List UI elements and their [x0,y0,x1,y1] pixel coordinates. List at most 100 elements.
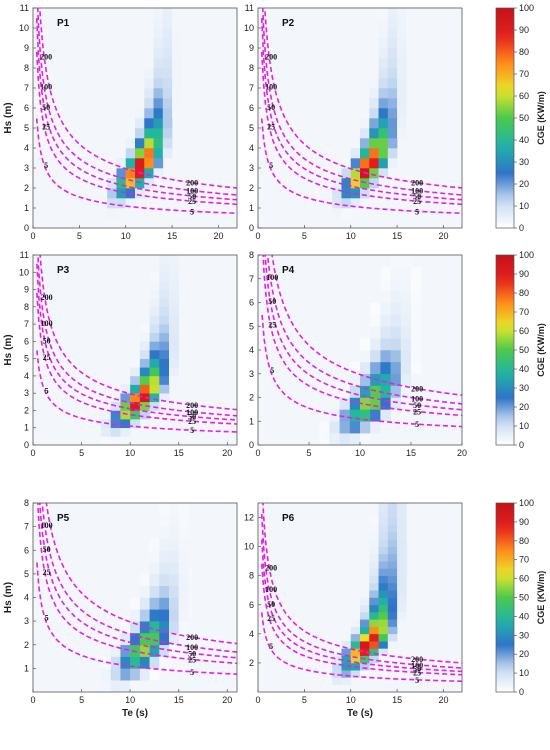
heatmap-cell [397,510,407,518]
heatmap-cell [341,662,352,671]
heatmap-cell [370,350,381,363]
heatmap-cell [387,532,398,540]
x-axis-label: Te (s) [122,708,148,719]
y-tick-label: 3 [24,616,29,626]
heatmap-cell [411,338,422,351]
heatmap-cell [178,621,189,634]
heatmap-cell [349,397,361,410]
contour-200 [39,255,237,411]
heatmap-cell [159,332,170,342]
colorbar-tick-label: 20 [519,402,529,412]
contour-label: 50 [188,192,196,201]
colorbar-tick-label: 30 [519,383,529,393]
contour-label: 5 [415,676,419,685]
heatmap-cell [360,604,370,613]
y-tick-label: 2 [249,183,254,193]
heatmap-cell [130,680,141,692]
heatmap-cell [110,427,121,437]
heatmap-cell [169,562,180,575]
x-tick-label: 10 [346,231,356,241]
heatmap-cell [397,561,407,569]
heatmap-cell [397,604,407,613]
heatmap-cell [153,148,164,159]
contour-label: 50 [413,401,421,410]
heatmap-cell [319,433,330,445]
heatmap-cell [162,68,173,79]
heatmap-cell [378,633,389,642]
heatmap-cell [390,314,402,327]
contour-25 [36,292,237,425]
contour-lines [36,503,237,675]
heatmap-cell [107,188,117,199]
heatmap-cell [397,612,407,620]
heatmap-cell [378,568,389,576]
y-tick-label: 0 [249,440,254,450]
heatmap-cell [378,648,389,656]
y-tick-label: 10 [19,23,29,33]
contour-label: 50 [268,297,276,306]
heatmap-cell [341,178,352,189]
heatmap-cell [149,573,160,586]
heatmap-cell [350,641,361,649]
heatmap-cell [172,108,182,119]
y-tick-label: 11 [245,3,254,13]
heatmap-cell [172,48,182,59]
heatmap-cell [120,632,131,646]
contour-label: 25 [43,353,51,362]
heatmap-cell [159,597,170,610]
heatmap-cell [378,78,389,89]
heatmap-cell [387,575,398,584]
heatmap-cell [135,178,145,189]
heatmap-cell [178,550,189,563]
heatmap-cell [149,597,160,610]
heatmap-cell [149,644,160,657]
contour-5 [36,562,237,675]
heatmap-cell [378,118,389,129]
heatmap-cell [332,648,342,656]
contour-label: 100 [186,187,198,196]
heatmap-cell [162,108,173,119]
colorbar-tick-label: 70 [519,555,529,565]
contour-label: 5 [44,161,48,170]
x-tick-label: 20 [438,231,448,241]
contour-label: 50 [188,413,196,422]
y-tick-label: 1 [24,423,29,433]
heatmap-cell [169,332,180,342]
contour-label: 25 [188,417,196,426]
heatmap-cells [319,255,422,445]
heatmap-cell [360,619,370,627]
y-tick-label: 2 [24,405,29,415]
heatmap-cell [378,641,389,649]
colorbar-gradient [495,502,515,693]
heatmap-cell [369,517,379,526]
contour-50 [260,539,462,673]
contour-label: 25 [413,408,421,417]
heatmap-cell [411,290,422,303]
heatmap-cell [387,568,398,576]
heatmap-cell [169,573,180,586]
heatmap-cell [397,108,407,119]
heatmap-cell [341,655,352,664]
heatmap-cell [144,58,154,69]
y-tick-label: 8 [24,302,29,312]
y-tick-label: 10 [244,23,254,33]
heatmap-cell [332,662,342,671]
y-tick-label: 0 [24,223,29,233]
heatmap-cell [162,88,173,99]
heatmap-cell [387,590,398,598]
heatmap-cell [130,656,141,669]
heatmap-cell [341,188,352,199]
heatmap-cell [360,662,370,671]
heatmap-cell [378,148,389,159]
heatmap-cell [159,503,170,516]
contour-50 [36,263,237,421]
y-tick-label: 9 [24,285,29,295]
heatmap-cell [153,68,164,79]
heatmap-cell [332,188,342,199]
heatmap-cell [390,302,402,315]
heatmap-cell [397,128,407,139]
heatmap-cell [149,609,160,622]
heatmap-cell [400,326,412,339]
heatmap-cell [120,427,131,437]
heatmap-cell [397,597,407,606]
